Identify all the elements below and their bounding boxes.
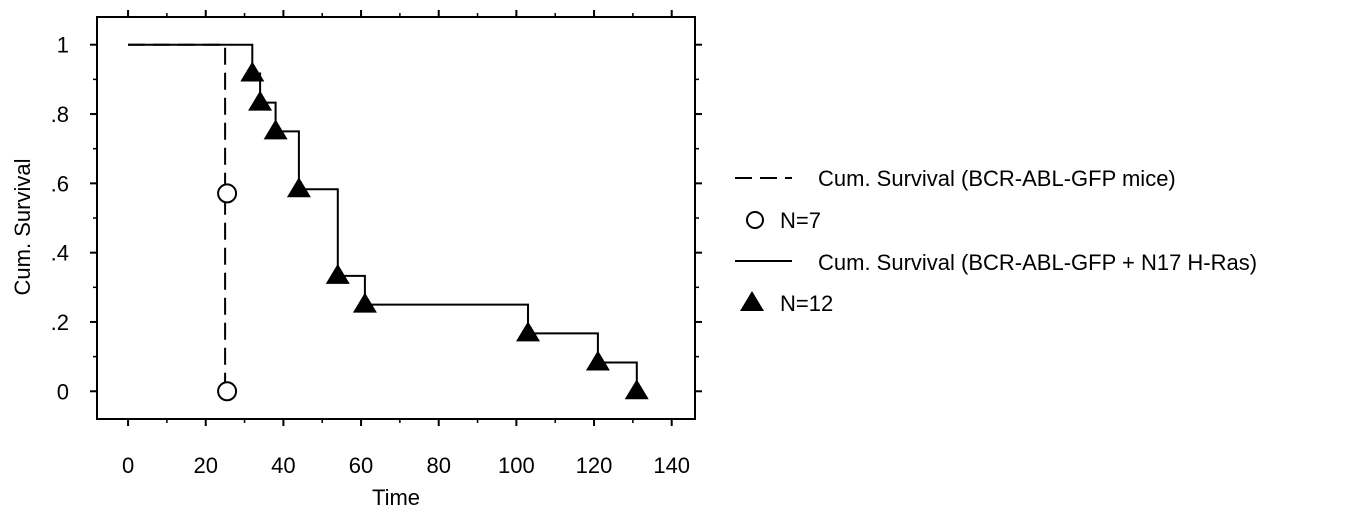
axis-ticks — [90, 10, 702, 426]
filled-triangle-marker — [248, 90, 273, 111]
y-tick-label: .8 — [51, 102, 69, 127]
y-axis-label: Cum. Survival — [10, 159, 35, 296]
filled-triangle-marker — [624, 379, 649, 400]
legend-triangle-marker-icon — [740, 291, 764, 311]
x-tick-label: 60 — [349, 453, 373, 478]
legend: Cum. Survival (BCR-ABL-GFP mice) N=7 Cum… — [735, 166, 1257, 316]
filled-triangle-marker — [585, 350, 610, 371]
x-tick-label: 80 — [426, 453, 450, 478]
plot-frame — [96, 16, 696, 420]
legend-label-n12: N=12 — [780, 291, 833, 316]
y-tick-label: .4 — [51, 241, 69, 266]
y-tick-labels: 0 .2 .4 .6 .8 1 — [51, 33, 69, 405]
y-tick-label: 1 — [57, 33, 69, 58]
filled-triangle-marker — [240, 61, 265, 82]
x-axis-label: Time — [372, 485, 420, 510]
legend-label-series-2: Cum. Survival (BCR-ABL-GFP + N17 H-Ras) — [818, 250, 1257, 275]
filled-triangle-marker — [263, 119, 288, 140]
filled-triangle-marker — [286, 177, 311, 198]
legend-label-series-1: Cum. Survival (BCR-ABL-GFP mice) — [818, 166, 1176, 191]
filled-triangle-marker — [325, 263, 350, 284]
legend-circle-marker-icon — [746, 211, 764, 229]
series-2-line — [128, 43, 638, 392]
filled-triangle-marker — [352, 292, 377, 313]
series-1-line — [128, 43, 227, 392]
filled-triangle-marker — [516, 321, 541, 342]
open-circle-marker — [217, 381, 238, 402]
series-lines — [128, 43, 638, 392]
series-markers — [217, 61, 649, 402]
x-tick-label: 0 — [122, 453, 134, 478]
x-tick-label: 100 — [498, 453, 535, 478]
y-tick-label: .2 — [51, 310, 69, 335]
x-tick-label: 20 — [193, 453, 217, 478]
x-tick-label: 120 — [576, 453, 613, 478]
x-tick-label: 140 — [653, 453, 690, 478]
legend-label-n7: N=7 — [780, 208, 821, 233]
y-tick-label: .6 — [51, 171, 69, 196]
x-tick-label: 40 — [271, 453, 295, 478]
y-tick-label: 0 — [57, 379, 69, 404]
open-circle-marker — [217, 183, 238, 204]
x-tick-labels: 0 20 40 60 80 100 120 140 — [122, 453, 690, 478]
